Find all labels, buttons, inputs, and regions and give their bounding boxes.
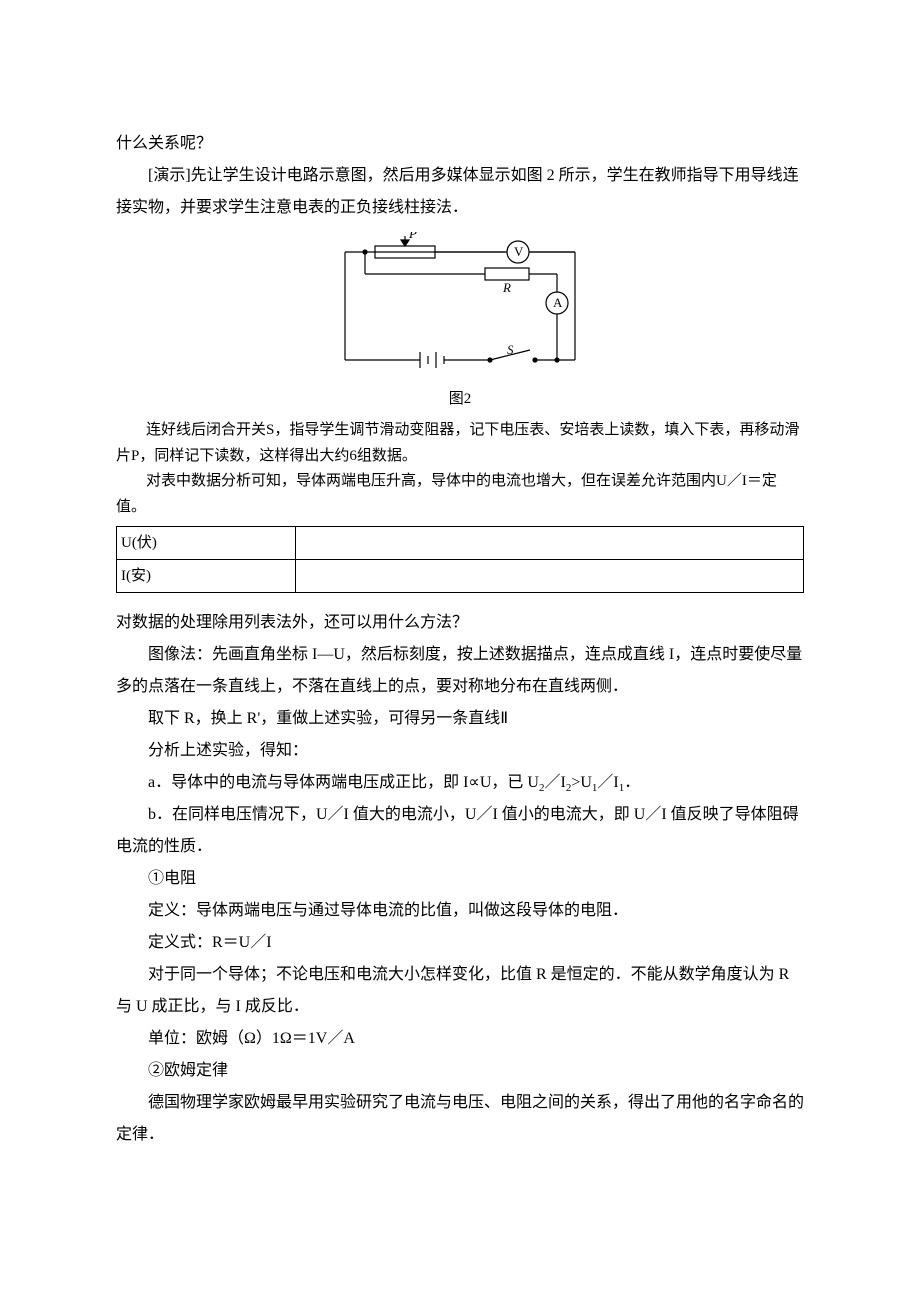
table-row: I(安): [117, 560, 804, 593]
paragraph-text: 单位：欧姆（Ω）1Ω＝1V／A: [116, 1023, 804, 1055]
paragraph-text: 对表中数据分析可知，导体两端电压升高，导体中的电流也增大，但在误差允许范围内U／…: [116, 469, 804, 520]
paragraph-text: 取下 R，换上 R'，重做上述实验，可得另一条直线Ⅱ: [116, 703, 804, 735]
paragraph-text: 定义：导体两端电压与通过导体电流的比值，叫做这段导体的电阻．: [116, 895, 804, 927]
text-span: ．: [624, 774, 640, 791]
paragraph-text: 连好线后闭合开关S，指导学生调节滑动变阻器，记下电压表、安培表上读数，填入下表，…: [116, 418, 804, 469]
text-span: >U: [571, 774, 592, 791]
paragraph-text: 什么关系呢？: [116, 128, 804, 160]
text-span: 对表中数据分析可知，导体两端电压升高，导体中的电流也增大，但在误差允许范围内U／…: [116, 473, 777, 515]
circuit-figure: P V R A S 图2: [116, 232, 804, 414]
text-span: a．导体中的电流与导体两端电压成正比，即 I∝U，已 U: [148, 774, 539, 791]
paragraph-text: a．导体中的电流与导体两端电压成正比，即 I∝U，已 U2／I2>U1／I1．: [116, 767, 804, 799]
circuit-diagram: P V R A S: [325, 232, 595, 382]
label-p: P: [408, 232, 417, 241]
label-r: R: [502, 280, 511, 295]
figure-caption: 图2: [116, 384, 804, 414]
text-span: ／I: [544, 774, 565, 791]
paragraph-text: [演示]先让学生设计电路示意图，然后用多媒体显示如图 2 所示，学生在教师指导下…: [116, 160, 804, 224]
label-v: V: [514, 244, 524, 259]
table-cell-header: U(伏): [117, 527, 296, 560]
paragraph-text: b．在同样电压情况下，U／I 值大的电流小，U／I 值小的电流大，即 U／I 值…: [116, 799, 804, 863]
table-cell: [296, 560, 804, 593]
table-cell: [296, 527, 804, 560]
paragraph-text: 定义式：R＝U／I: [116, 927, 804, 959]
paragraph-text: ②欧姆定律: [116, 1055, 804, 1087]
paragraph-text: 分析上述实验，得知：: [116, 735, 804, 767]
paragraph-text: ①电阻: [116, 863, 804, 895]
paragraph-text: 图像法：先画直角坐标 I—U，然后标刻度，按上述数据描点，连点成直线 I，连点时…: [116, 639, 804, 703]
table-row: U(伏): [117, 527, 804, 560]
paragraph-text: 德国物理学家欧姆最早用实验研究了电流与电压、电阻之间的关系，得出了用他的名字命名…: [116, 1087, 804, 1151]
label-a: A: [553, 295, 563, 310]
label-s: S: [507, 342, 514, 357]
paragraph-text: 对数据的处理除用列表法外，还可以用什么方法？: [116, 607, 804, 639]
text-span: ／I: [597, 774, 618, 791]
table-cell-header: I(安): [117, 560, 296, 593]
data-table: U(伏) I(安): [116, 526, 804, 593]
paragraph-text: 对于同一个导体；不论电压和电流大小怎样变化，比值 R 是恒定的．不能从数学角度认…: [116, 959, 804, 1023]
